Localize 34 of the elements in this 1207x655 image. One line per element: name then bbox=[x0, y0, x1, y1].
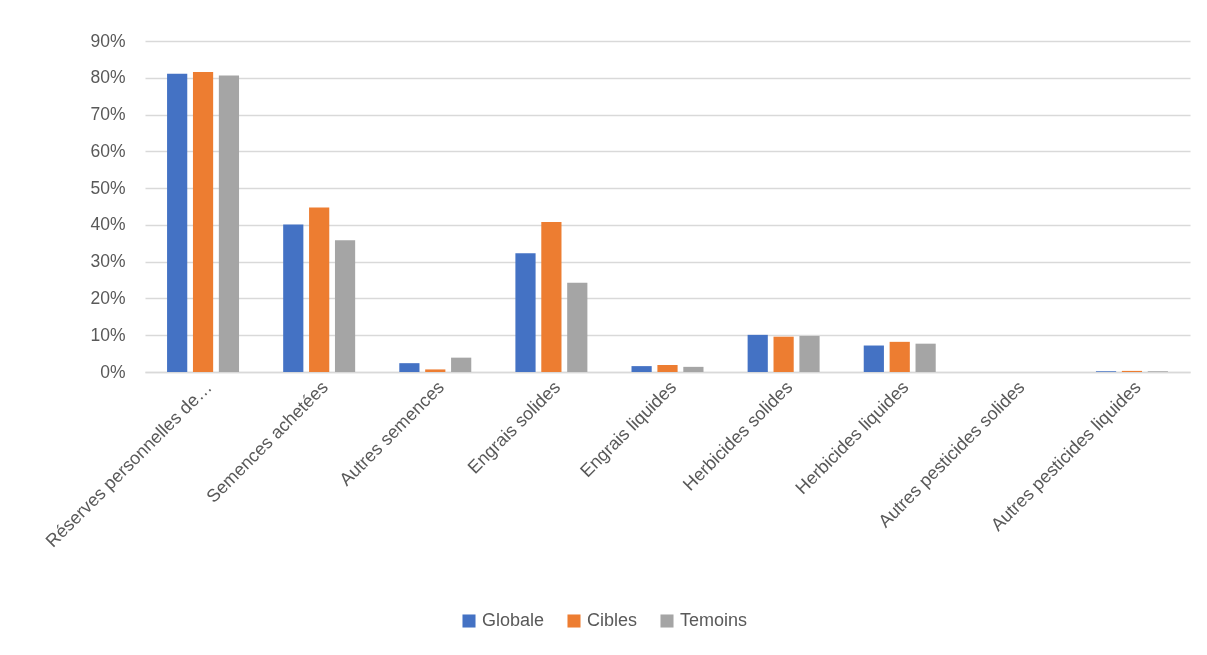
bar bbox=[309, 207, 330, 372]
y-tick-label: 70% bbox=[90, 104, 126, 125]
legend-label: Temoins bbox=[680, 610, 748, 630]
bar bbox=[399, 363, 420, 372]
y-tick-label: 20% bbox=[90, 287, 126, 308]
bar bbox=[567, 282, 588, 372]
bar bbox=[863, 345, 884, 372]
bar bbox=[192, 71, 214, 372]
bar bbox=[683, 366, 704, 372]
legend-label: Globale bbox=[482, 610, 545, 630]
bar bbox=[915, 343, 936, 372]
bar bbox=[747, 334, 768, 372]
bar bbox=[515, 253, 536, 372]
y-tick-label: 30% bbox=[90, 251, 126, 272]
bar bbox=[889, 341, 910, 372]
bar bbox=[218, 75, 240, 372]
bar bbox=[799, 335, 820, 372]
bar bbox=[631, 366, 652, 372]
y-tick-label: 50% bbox=[90, 177, 126, 198]
y-tick-label: 80% bbox=[90, 67, 126, 88]
bar bbox=[167, 73, 188, 372]
y-tick-label: 10% bbox=[90, 324, 126, 345]
bar bbox=[657, 365, 678, 372]
bar bbox=[425, 369, 446, 372]
y-tick-label: 60% bbox=[90, 140, 126, 161]
legend-label: Cibles bbox=[587, 610, 638, 630]
bar bbox=[283, 224, 304, 372]
y-tick-label: 0% bbox=[100, 361, 126, 382]
bar bbox=[541, 221, 562, 372]
bar bbox=[773, 336, 794, 372]
y-tick-label: 40% bbox=[90, 214, 126, 235]
y-tick-label: 90% bbox=[90, 30, 126, 51]
bar bbox=[451, 357, 472, 372]
bar bbox=[334, 240, 356, 372]
